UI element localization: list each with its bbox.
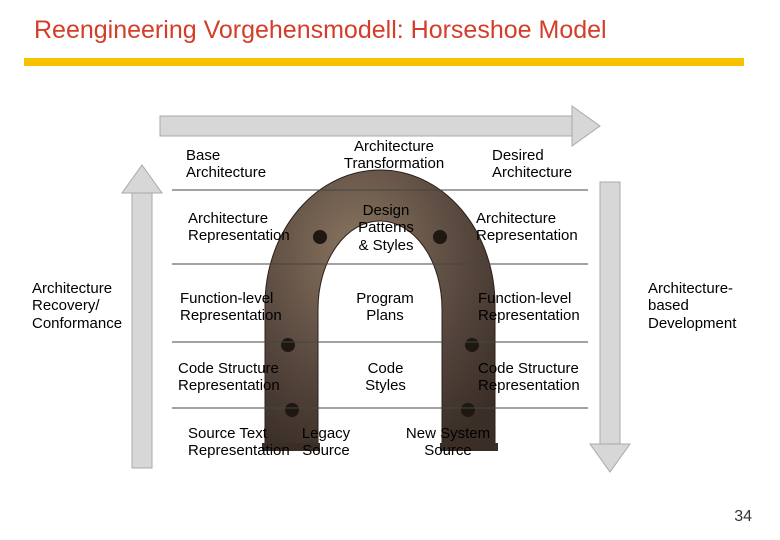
new-system-source-label: New SystemSource (398, 425, 498, 460)
code-struct-left-label: Code StructureRepresentation (178, 360, 280, 395)
page-number: 34 (734, 508, 752, 526)
title-underline (24, 58, 744, 66)
right-outer-label: Architecture-basedDevelopment (648, 280, 736, 332)
page-title: Reengineering Vorgehensmodell: Horseshoe… (34, 16, 607, 45)
base-architecture-label: BaseArchitecture (186, 147, 266, 182)
design-patterns-label: DesignPatterns& Styles (346, 202, 426, 254)
program-plans-label: ProgramPlans (350, 290, 420, 325)
func-level-right-label: Function-levelRepresentation (478, 290, 580, 325)
code-struct-right-label: Code StructureRepresentation (478, 360, 580, 395)
func-level-left-label: Function-levelRepresentation (180, 290, 282, 325)
arch-repr-right-label: ArchitectureRepresentation (476, 210, 578, 245)
arch-repr-left-label: ArchitectureRepresentation (188, 210, 290, 245)
legacy-source-label: LegacySource (296, 425, 356, 460)
left-outer-label: ArchitectureRecovery/Conformance (32, 280, 122, 332)
left-arrow-icon (122, 165, 162, 468)
horseshoe-diagram: ArchitectureRecovery/Conformance Archite… (0, 90, 780, 500)
code-styles-label: CodeStyles (358, 360, 413, 395)
right-arrow-icon (590, 182, 630, 472)
source-text-label: Source TextRepresentation (188, 425, 290, 460)
architecture-transformation-label: ArchitectureTransformation (334, 138, 454, 173)
desired-architecture-label: DesiredArchitecture (492, 147, 572, 182)
